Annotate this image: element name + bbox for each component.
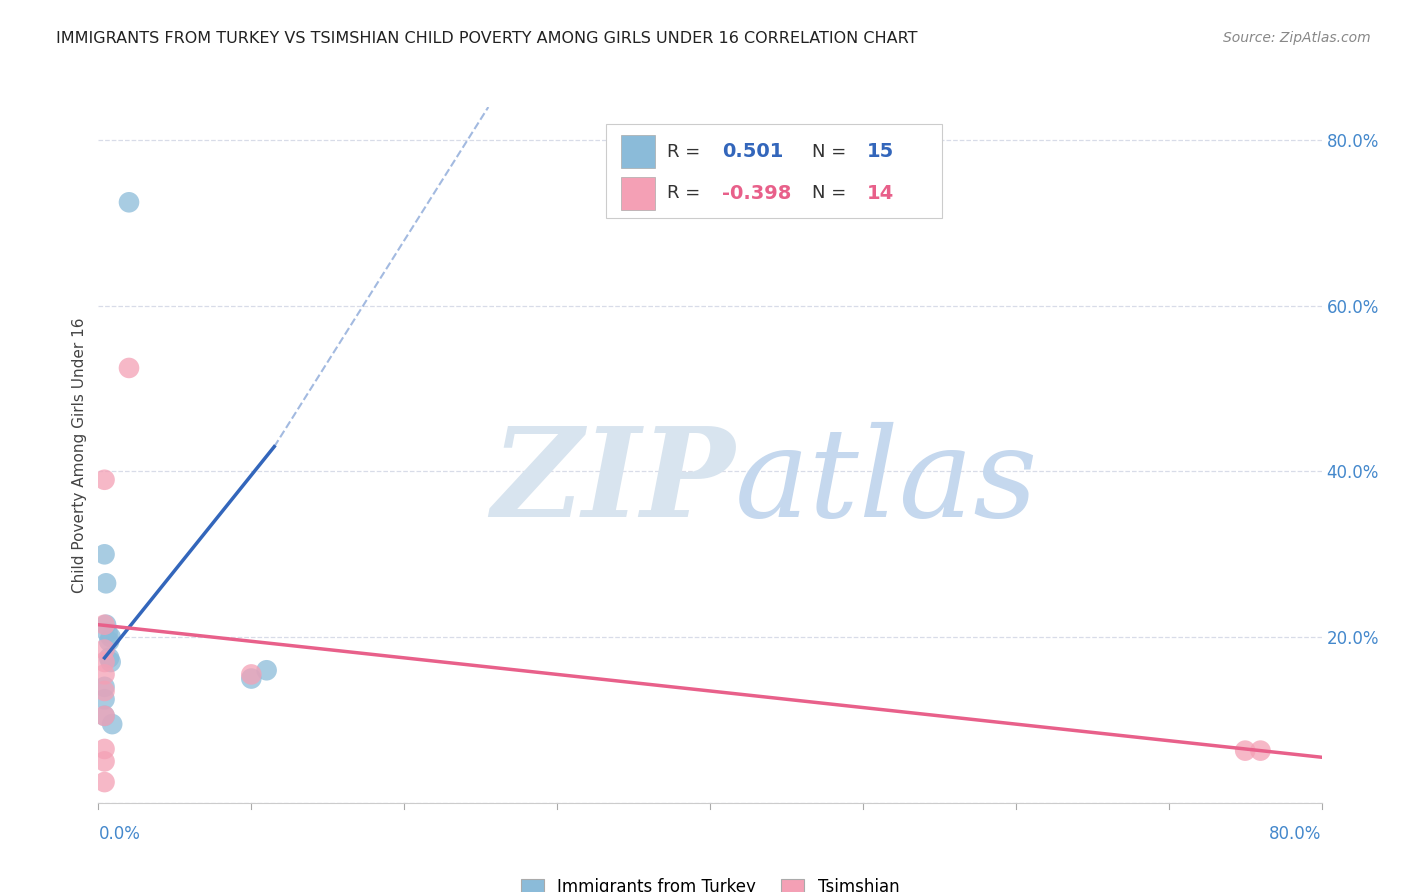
Text: 0.0%: 0.0%	[98, 825, 141, 843]
Point	[101, 717, 124, 731]
Text: -0.398: -0.398	[723, 184, 792, 202]
Point	[93, 692, 115, 706]
Text: IMMIGRANTS FROM TURKEY VS TSIMSHIAN CHILD POVERTY AMONG GIRLS UNDER 16 CORRELATI: IMMIGRANTS FROM TURKEY VS TSIMSHIAN CHIL…	[56, 31, 918, 46]
Point	[240, 667, 263, 681]
Point	[240, 672, 263, 686]
Point	[118, 361, 141, 376]
Point	[256, 663, 278, 677]
Point	[97, 626, 120, 640]
Point	[94, 617, 117, 632]
Legend: Immigrants from Turkey, Tsimshian: Immigrants from Turkey, Tsimshian	[515, 871, 905, 892]
Point	[93, 708, 115, 723]
Point	[93, 708, 115, 723]
Point	[94, 576, 117, 591]
Point	[1249, 744, 1271, 758]
Point	[118, 195, 141, 210]
Text: N =: N =	[811, 185, 852, 202]
Text: 0.501: 0.501	[723, 142, 783, 161]
Point	[98, 651, 121, 665]
Point	[93, 755, 115, 769]
Point	[1234, 744, 1257, 758]
Text: 15: 15	[866, 142, 894, 161]
Point	[93, 473, 115, 487]
Text: atlas: atlas	[734, 422, 1038, 543]
FancyBboxPatch shape	[620, 177, 655, 210]
Point	[93, 667, 115, 681]
Text: N =: N =	[811, 143, 852, 161]
Y-axis label: Child Poverty Among Girls Under 16: Child Poverty Among Girls Under 16	[72, 318, 87, 592]
Point	[93, 642, 115, 657]
Point	[93, 684, 115, 698]
Point	[93, 742, 115, 756]
Text: 14: 14	[866, 184, 894, 202]
Text: ZIP: ZIP	[491, 422, 734, 543]
Text: R =: R =	[668, 143, 706, 161]
FancyBboxPatch shape	[606, 124, 942, 219]
Point	[93, 655, 115, 669]
Point	[98, 634, 121, 648]
Point	[93, 547, 115, 561]
Point	[100, 630, 122, 644]
FancyBboxPatch shape	[620, 135, 655, 169]
Text: R =: R =	[668, 185, 706, 202]
Point	[93, 680, 115, 694]
Text: Source: ZipAtlas.com: Source: ZipAtlas.com	[1223, 31, 1371, 45]
Text: 80.0%: 80.0%	[1270, 825, 1322, 843]
Point	[93, 617, 115, 632]
Point	[100, 655, 122, 669]
Point	[93, 775, 115, 789]
